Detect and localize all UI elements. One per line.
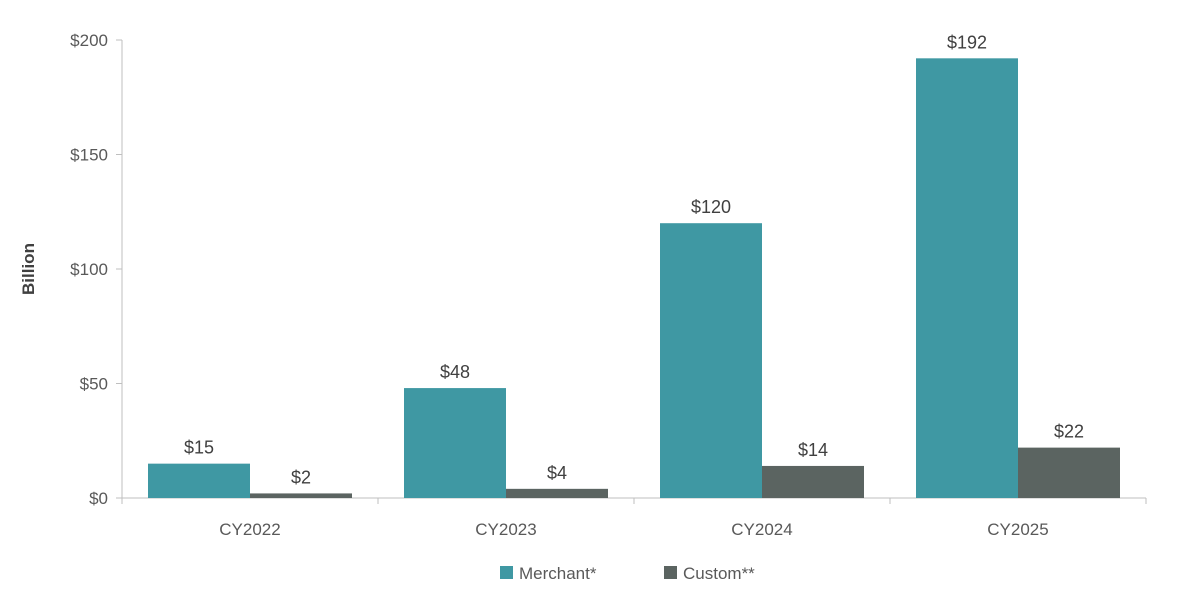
bar-custom bbox=[506, 488, 608, 498]
bar-custom bbox=[1018, 447, 1120, 498]
bar-merchant bbox=[660, 223, 762, 498]
legend-swatch bbox=[664, 566, 677, 579]
data-label: $192 bbox=[947, 32, 987, 52]
legend: Merchant* Custom** bbox=[500, 564, 755, 583]
data-label: $48 bbox=[440, 362, 470, 382]
x-tick-label: CY2025 bbox=[987, 520, 1048, 539]
bar-custom bbox=[762, 465, 864, 498]
bar-custom bbox=[250, 493, 352, 498]
data-label: $15 bbox=[184, 438, 214, 458]
bars-group bbox=[148, 58, 1120, 498]
bar-merchant bbox=[404, 388, 506, 498]
legend-label: Merchant* bbox=[519, 564, 597, 583]
x-tick-label: CY2022 bbox=[219, 520, 280, 539]
x-tick-label: CY2023 bbox=[475, 520, 536, 539]
y-tick-label: $0 bbox=[89, 489, 108, 508]
data-label: $2 bbox=[291, 467, 311, 487]
x-axis: CY2022 CY2023 CY2024 CY2025 bbox=[121, 497, 1147, 539]
y-tick-label: $100 bbox=[70, 260, 108, 279]
y-tick-label: $150 bbox=[70, 146, 108, 165]
data-label: $120 bbox=[691, 197, 731, 217]
data-label: $22 bbox=[1054, 422, 1084, 442]
bar-merchant bbox=[916, 58, 1018, 498]
y-axis-title: Billion bbox=[19, 243, 38, 295]
x-tick-label: CY2024 bbox=[731, 520, 792, 539]
data-label: $14 bbox=[798, 440, 828, 460]
legend-label: Custom** bbox=[683, 564, 755, 583]
data-labels-group: $15 $2 $48 $4 $120 $14 $192 $22 bbox=[184, 32, 1084, 487]
legend-swatch bbox=[500, 566, 513, 579]
data-label: $4 bbox=[547, 463, 567, 483]
y-tick-label: $200 bbox=[70, 31, 108, 50]
bar-merchant bbox=[148, 463, 250, 498]
y-axis: $0 $50 $100 $150 $200 bbox=[70, 31, 123, 508]
y-tick-label: $50 bbox=[80, 375, 108, 394]
